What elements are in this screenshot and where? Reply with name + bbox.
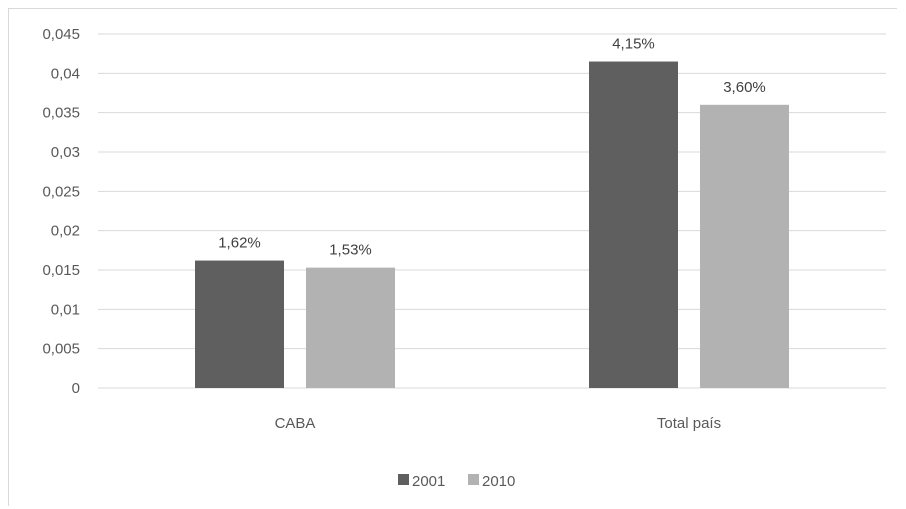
legend-swatch <box>468 474 479 485</box>
x-axis-categories: CABA Total país <box>275 415 722 432</box>
legend: 2001 2010 <box>398 473 515 490</box>
bar <box>700 104 789 389</box>
y-tick-label: 0,045 <box>42 26 80 43</box>
legend-label: 2010 <box>482 473 515 490</box>
y-axis-ticks: 0 0,005 0,01 0,015 0,02 0,025 0,03 0,035 0,04 0,0… <box>42 26 80 397</box>
y-tick-label: 0,04 <box>51 65 80 82</box>
y-tick-label: 0,02 <box>51 223 80 240</box>
bars <box>195 61 789 389</box>
chart-frame <box>8 8 897 506</box>
y-tick-label: 0,01 <box>51 301 80 318</box>
bar <box>589 61 678 389</box>
data-label: 1,53% <box>329 242 372 259</box>
data-labels: 1,62% 1,53% 4,15% 3,60% <box>218 36 766 259</box>
legend-label: 2001 <box>412 473 445 490</box>
bar <box>195 260 284 388</box>
bar <box>306 267 395 388</box>
data-label: 4,15% <box>612 36 655 53</box>
y-tick-label: 0 <box>72 380 80 397</box>
legend-swatch <box>398 474 409 485</box>
data-label: 3,60% <box>723 79 766 96</box>
y-tick-label: 0,005 <box>42 341 80 358</box>
y-tick-label: 0,03 <box>51 144 80 161</box>
data-label: 1,62% <box>218 235 261 252</box>
y-tick-label: 0,025 <box>42 183 80 200</box>
category-label: CABA <box>275 415 316 432</box>
y-tick-label: 0,035 <box>42 105 80 122</box>
category-label: Total país <box>657 415 721 432</box>
y-tick-label: 0,015 <box>42 262 80 279</box>
